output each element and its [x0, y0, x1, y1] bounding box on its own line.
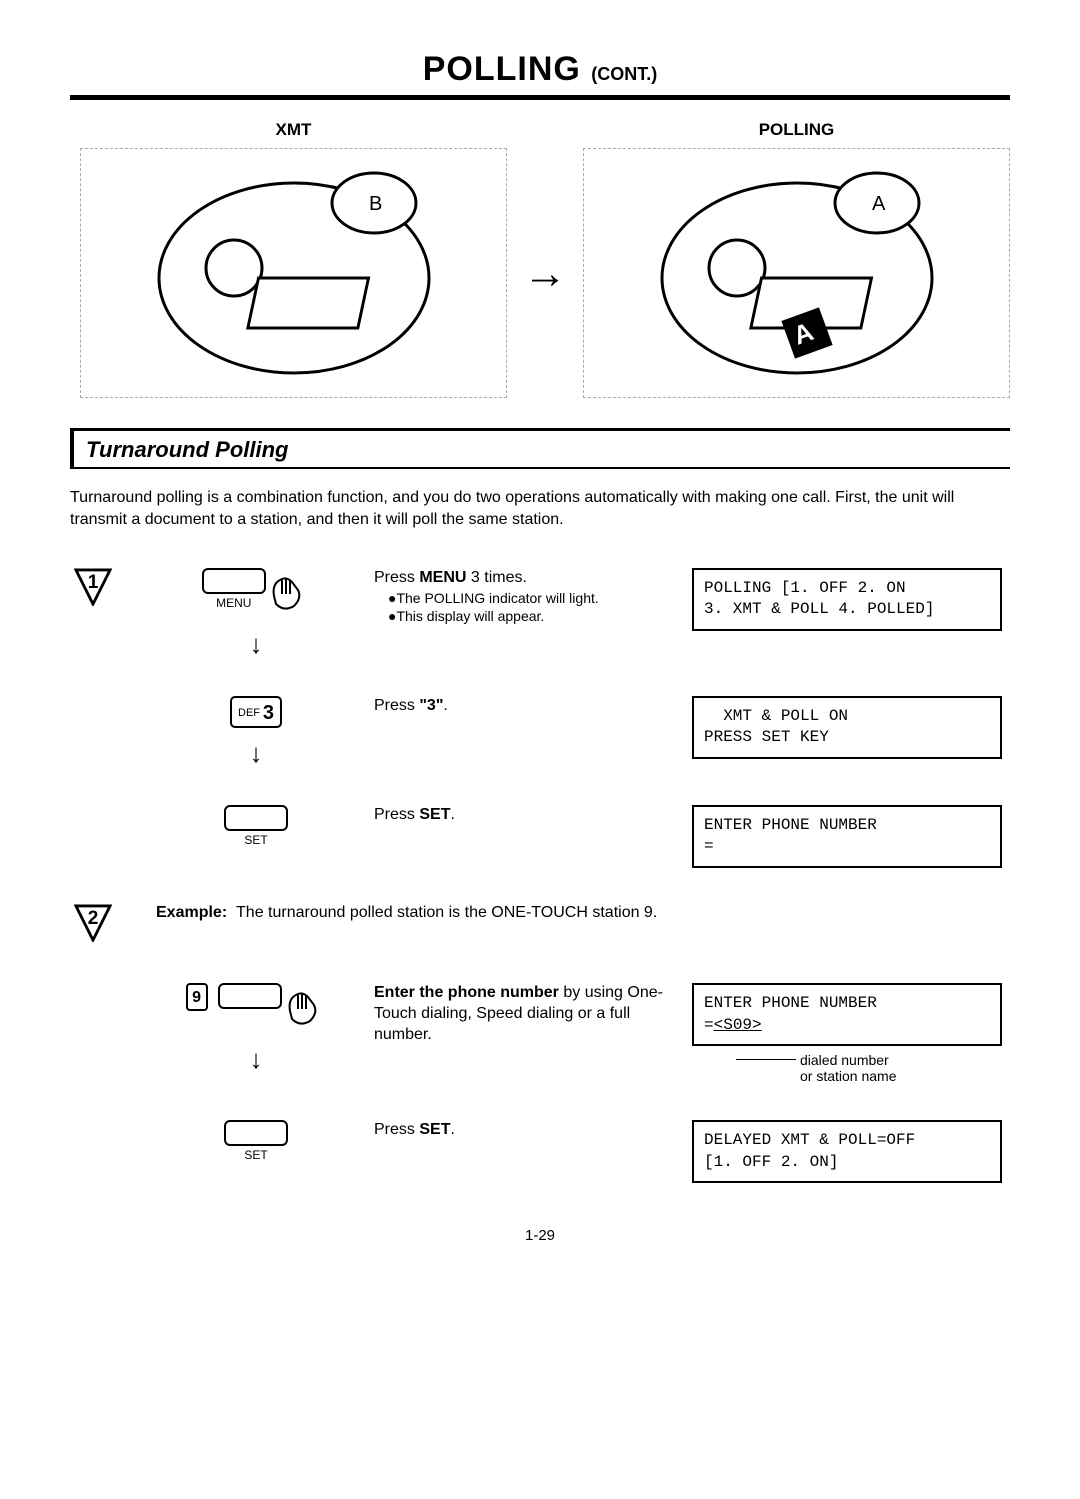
step1-badge: 1 [70, 568, 138, 611]
step2-lcd1-wrap: ENTER PHONE NUMBER =<S09> dialed number … [692, 983, 1002, 1084]
step1-instr1-sub1: ●The POLLING indicator will light. [388, 589, 674, 607]
title-cont: (CONT.) [591, 64, 657, 84]
step1-badge-num: 1 [88, 572, 99, 593]
title-main: POLLING [423, 50, 581, 88]
numkey-3-small: DEF [238, 707, 260, 719]
down-arrow-icon: ↓ [250, 629, 263, 660]
illustration-row: XMT B → POLLING A A [80, 120, 1010, 398]
step1-instr1-sub2: ●This display will appear. [388, 607, 674, 625]
numkey-3-big: 3 [263, 698, 274, 728]
illus-right-label: POLLING [583, 120, 1010, 140]
step2-example: Example: The turnaround polled station i… [156, 904, 1002, 922]
page-title: POLLING (CONT.) [70, 50, 1010, 89]
hand-icon [264, 568, 310, 619]
step2-lcd2: DELAYED XMT & POLL=OFF [1. OFF 2. ON] [692, 1120, 1002, 1183]
step1-key-set: SET [156, 805, 356, 847]
page-number: 1-29 [70, 1227, 1010, 1244]
steps-grid: 1 MENU ↓ Press MENU 3 times. ●The POLLIN… [70, 568, 1010, 1184]
title-rule [70, 95, 1010, 100]
set-keycap-icon [224, 1120, 288, 1146]
step2-key-set: SET [156, 1120, 356, 1162]
menu-keycap-icon [202, 568, 266, 594]
step2-lcd1: ENTER PHONE NUMBER =<S09> [692, 983, 1002, 1046]
step2-instr1: Enter the phone number by using One-Touc… [374, 983, 674, 1045]
svg-text:A: A [872, 193, 886, 215]
illustration-left: XMT B [80, 120, 507, 398]
section-header-box: Turnaround Polling [70, 428, 1010, 469]
step2-badge: 2 [70, 904, 138, 947]
step1-key-menu: MENU ↓ [156, 568, 356, 660]
illus-left-image: B [80, 148, 507, 398]
intro-paragraph: Turnaround polling is a combination func… [70, 487, 1010, 532]
blank-keycap-icon [218, 983, 282, 1009]
set-key-label: SET [224, 833, 288, 847]
illustration-right: POLLING A A [583, 120, 1010, 398]
step1-instr3: Press SET. [374, 805, 674, 826]
step1-instr1: Press MENU 3 times. ●The POLLING indicat… [374, 568, 674, 625]
step1-key-3: DEF 3 ↓ [156, 696, 356, 769]
hand-icon [280, 983, 326, 1034]
set-key-label2: SET [224, 1148, 288, 1162]
svg-text:B: B [369, 193, 382, 215]
onetouch-9-key-icon: 9 [186, 983, 208, 1011]
step2-badge-num: 2 [88, 908, 99, 929]
down-arrow-icon: ↓ [250, 738, 263, 769]
step1-lcd1: POLLING [1. OFF 2. ON 3. XMT & POLL 4. P… [692, 568, 1002, 631]
down-arrow-icon: ↓ [250, 1044, 263, 1075]
section-header: Turnaround Polling [86, 437, 1010, 463]
step1-lcd2: XMT & POLL ON PRESS SET KEY [692, 696, 1002, 759]
set-keycap-icon [224, 805, 288, 831]
step1-lcd3: ENTER PHONE NUMBER = [692, 805, 1002, 868]
step2-key-9: 9 ↓ [156, 983, 356, 1075]
numkey-3-icon: DEF 3 [230, 696, 282, 728]
illus-arrow-icon: → [517, 249, 573, 299]
illus-left-label: XMT [80, 120, 507, 140]
menu-key-label: MENU [202, 596, 266, 610]
step1-instr2: Press "3". [374, 696, 674, 717]
step2-instr2: Press SET. [374, 1120, 674, 1141]
illus-right-image: A A [583, 148, 1010, 398]
step2-lcd1-note: dialed number or station name [692, 1052, 1002, 1084]
